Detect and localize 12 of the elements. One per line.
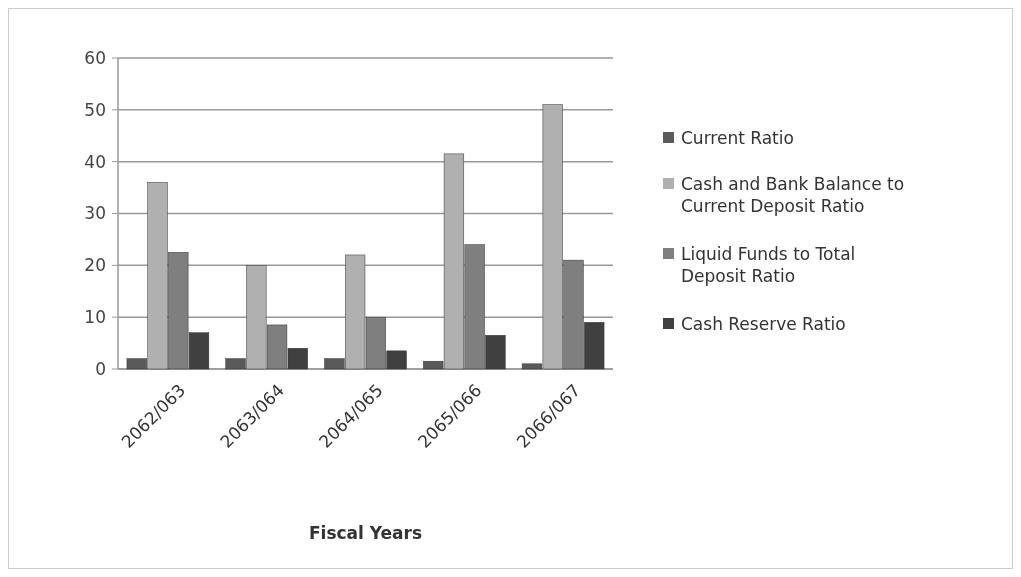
y-tick-label: 0 [95, 358, 106, 379]
legend-label: Current Ratio [681, 127, 794, 148]
legend-label: Liquid Funds to Total Deposit Ratio [681, 243, 856, 287]
y-tick-label: 50 [84, 99, 106, 120]
y-tick-label: 60 [84, 47, 106, 68]
y-tick-label: 40 [84, 151, 106, 172]
y-tick-label: 30 [84, 203, 106, 224]
legend-label: Cash and Bank Balance to Current Deposit Ratio [681, 173, 905, 217]
y-tick-label: 20 [84, 255, 106, 276]
x-axis-title: Fiscal Years [308, 523, 423, 543]
y-tick-label: 10 [84, 307, 106, 328]
legend-label: Cash Reserve Ratio [681, 313, 846, 334]
